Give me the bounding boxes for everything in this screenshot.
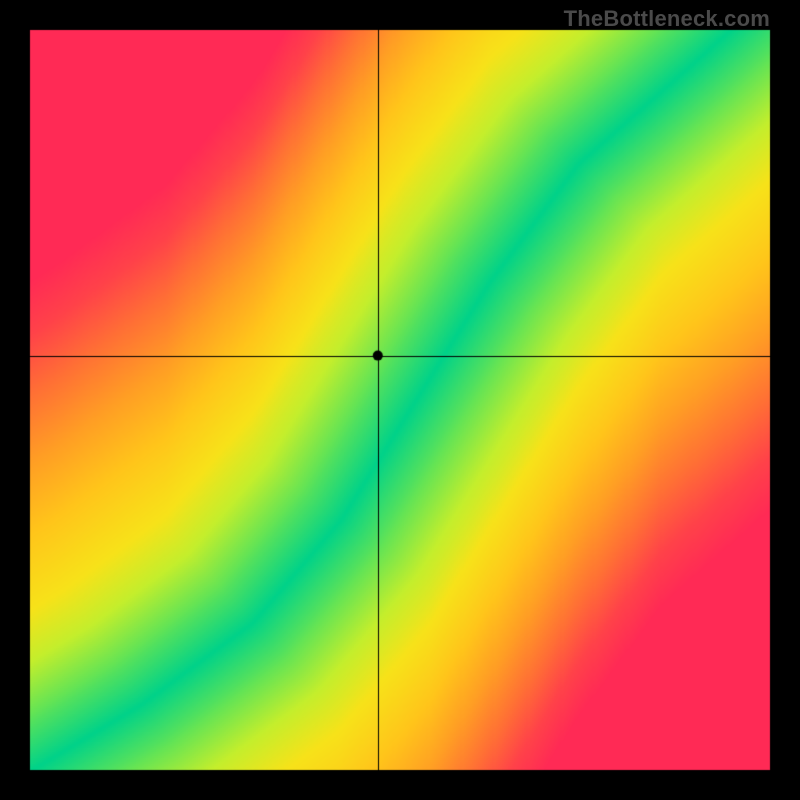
heatmap-canvas <box>0 0 800 800</box>
watermark-text: TheBottleneck.com <box>564 6 770 32</box>
chart-container: TheBottleneck.com <box>0 0 800 800</box>
